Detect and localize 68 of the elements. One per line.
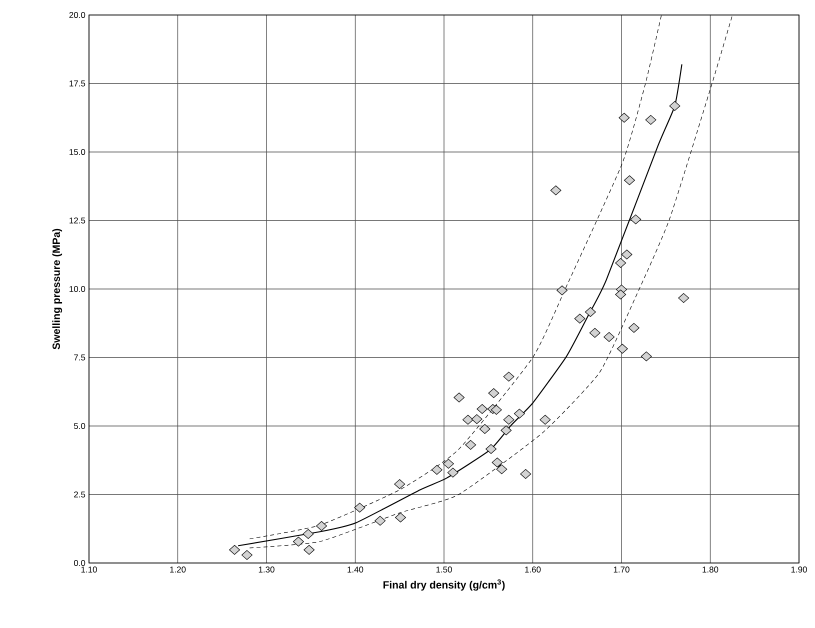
y-tick-label: 17.5 xyxy=(70,80,86,86)
x-tick-label: 1.40 xyxy=(348,566,364,573)
x-tick-label: 1.60 xyxy=(525,566,541,573)
point xyxy=(431,464,442,475)
x-tick-label: 1.50 xyxy=(436,566,452,573)
point xyxy=(640,352,652,362)
point xyxy=(514,408,525,419)
y-tick-label: 20.0 xyxy=(69,12,86,18)
point xyxy=(645,115,656,125)
y-tick-label: 2.5 xyxy=(74,491,86,498)
point xyxy=(624,175,635,186)
point xyxy=(292,536,304,547)
point xyxy=(520,469,532,479)
point xyxy=(621,250,632,260)
point xyxy=(589,328,600,338)
y-tick-label: 0.0 xyxy=(74,560,86,566)
point xyxy=(476,404,488,414)
point xyxy=(442,458,454,469)
point xyxy=(316,521,328,531)
point xyxy=(503,372,514,382)
point xyxy=(447,468,458,478)
point xyxy=(615,258,626,268)
x-tick-label: 1.70 xyxy=(614,566,630,573)
point xyxy=(462,414,474,425)
point xyxy=(304,544,315,555)
point xyxy=(471,414,482,424)
point xyxy=(374,516,386,526)
point xyxy=(496,464,508,474)
x-axis-title: Final dry density (g/cm$^{3}$) xyxy=(383,579,505,591)
x-tick-label: 1.90 xyxy=(791,566,807,573)
point xyxy=(556,285,568,296)
point xyxy=(628,323,640,333)
point xyxy=(394,479,406,489)
x-tick-label: 1.20 xyxy=(170,566,186,573)
y-tick-label: 7.5 xyxy=(74,354,86,360)
x-tick-label: 1.30 xyxy=(258,566,274,573)
point xyxy=(465,440,476,450)
y-axis-title: Swelling pressure (MPa) xyxy=(52,228,62,350)
y-tick-label: 10.0 xyxy=(70,286,86,292)
point xyxy=(616,344,628,354)
x-tick-label: 1.80 xyxy=(702,566,718,573)
point xyxy=(615,290,626,300)
point xyxy=(302,529,314,539)
point xyxy=(454,392,465,402)
point xyxy=(540,414,551,425)
y-tick-label: 15.0 xyxy=(70,148,86,155)
point xyxy=(584,307,596,317)
y-tick-label: 12.5 xyxy=(70,217,86,224)
point xyxy=(492,458,503,468)
point xyxy=(229,544,240,555)
x-tick-label: 1.10 xyxy=(81,566,97,573)
point xyxy=(490,404,502,415)
point xyxy=(395,512,406,522)
point xyxy=(500,425,512,436)
point xyxy=(242,550,252,560)
point xyxy=(630,214,642,224)
point xyxy=(503,414,514,425)
point xyxy=(479,424,490,434)
point xyxy=(574,314,586,324)
point xyxy=(550,185,562,196)
point xyxy=(354,502,366,513)
point xyxy=(488,388,500,398)
point xyxy=(604,332,615,342)
point xyxy=(669,101,680,111)
point xyxy=(678,293,690,303)
y-tick-label: 5.0 xyxy=(74,422,86,429)
point xyxy=(486,444,497,454)
point xyxy=(618,112,630,123)
